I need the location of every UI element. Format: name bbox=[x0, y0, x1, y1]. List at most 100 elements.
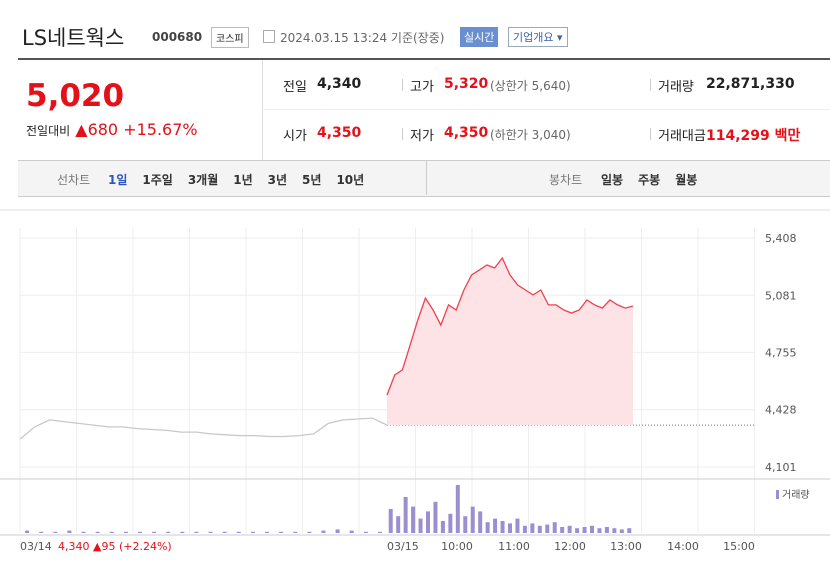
stat-value: 4,350 bbox=[444, 125, 489, 141]
y-tick-label: 5,081 bbox=[765, 289, 797, 302]
volume-bar bbox=[279, 531, 284, 533]
company-info: 기업개요 bbox=[513, 31, 554, 44]
x-tick-label: 12:00 bbox=[554, 540, 586, 553]
volume-bar bbox=[590, 525, 594, 533]
volume-bar bbox=[426, 511, 430, 533]
tab[interactable]: 주봉 bbox=[638, 173, 661, 187]
stat-note: (상한가 5,640) bbox=[490, 79, 571, 93]
stat-value: 22,871,330 bbox=[706, 76, 795, 92]
y-tick-label: 5,408 bbox=[765, 232, 797, 245]
volume-bar bbox=[222, 531, 227, 533]
datetime: 2024.03.15 13:24 기준(장중) bbox=[280, 31, 445, 45]
volume-bar bbox=[109, 531, 114, 533]
change-label: 전일대비 bbox=[26, 124, 71, 138]
volume-bar bbox=[530, 523, 535, 533]
volume-bar bbox=[180, 531, 185, 533]
volume-bar bbox=[433, 501, 438, 533]
stat-value: 114,299 백만 bbox=[706, 128, 801, 144]
volume-bar bbox=[418, 518, 423, 533]
divider bbox=[262, 60, 263, 160]
y-tick-label: 4,428 bbox=[765, 404, 797, 417]
volume-bar bbox=[293, 531, 298, 533]
market-badge: 코스피 bbox=[211, 27, 249, 48]
volume-bar bbox=[349, 530, 354, 533]
stat-label: 고가 bbox=[410, 80, 434, 95]
stat-note: (하한가 3,040) bbox=[490, 128, 571, 142]
volume-bar bbox=[25, 530, 30, 533]
tab[interactable]: 5년 bbox=[302, 173, 322, 187]
y-tick-label: 4,755 bbox=[765, 346, 797, 359]
divider bbox=[402, 128, 403, 140]
tab[interactable]: 10년 bbox=[336, 173, 365, 187]
x-tick-label: 15:00 bbox=[723, 540, 755, 553]
volume-bar bbox=[567, 525, 572, 533]
tab[interactable]: 1주일 bbox=[142, 173, 173, 187]
volume-bar bbox=[552, 522, 557, 533]
stock-code: 000680 bbox=[152, 30, 203, 44]
stat-value: 4,350 bbox=[317, 125, 362, 141]
tab-label: 선차트 bbox=[57, 173, 91, 187]
divider bbox=[426, 161, 427, 195]
x-tick-label: 14:00 bbox=[667, 540, 699, 553]
tab[interactable]: 일봉 bbox=[601, 173, 624, 187]
tab-label: 봉차트 bbox=[549, 173, 583, 187]
x-tick-label: 03/14 bbox=[20, 540, 52, 553]
stat-label: 거래량 bbox=[658, 80, 694, 95]
volume-bar bbox=[321, 530, 326, 533]
volume-bar bbox=[403, 497, 408, 533]
volume-bar bbox=[194, 531, 199, 533]
tab[interactable]: 3개월 bbox=[187, 173, 219, 187]
volume-bar bbox=[411, 506, 416, 533]
tab[interactable]: 월봉 bbox=[675, 173, 698, 187]
volume-bar bbox=[67, 530, 72, 533]
volume-bar bbox=[455, 485, 460, 533]
volume-bar bbox=[39, 531, 44, 533]
volume-bar bbox=[137, 531, 142, 533]
tab-bar bbox=[18, 160, 830, 197]
volume-bar bbox=[448, 513, 453, 533]
stat-label: 거래대금 bbox=[658, 129, 706, 144]
tab[interactable]: 1년 bbox=[233, 173, 253, 187]
area bbox=[387, 258, 633, 426]
volume-bar bbox=[335, 529, 340, 533]
volume-bar bbox=[604, 527, 609, 533]
volume-bar bbox=[440, 521, 445, 533]
volume-bar bbox=[123, 531, 128, 533]
volume-bar bbox=[522, 525, 527, 533]
prev-summary: 4,340 ▲95 (+2.24%) bbox=[58, 540, 172, 553]
volume-bar bbox=[463, 516, 468, 533]
y-tick-label: 4,101 bbox=[765, 461, 797, 474]
stat-value: 5,320 bbox=[444, 76, 489, 92]
volume-bar bbox=[388, 509, 393, 533]
change: 680 bbox=[87, 120, 119, 139]
legend-label: 거래량 bbox=[782, 489, 810, 501]
volume-bar bbox=[560, 527, 565, 533]
company-info-button[interactable]: 기업개요 ▾ bbox=[508, 27, 568, 47]
volume-bar bbox=[236, 531, 241, 533]
realtime-button[interactable]: 실시간 bbox=[460, 27, 499, 47]
tab[interactable]: 1일 bbox=[108, 173, 128, 187]
legend-swatch bbox=[776, 490, 779, 499]
tab[interactable]: 3년 bbox=[267, 173, 288, 187]
volume-bar bbox=[627, 528, 632, 533]
volume-bar bbox=[307, 531, 312, 533]
change-rate: +15.67% bbox=[123, 120, 198, 139]
volume-bar bbox=[265, 531, 270, 533]
volume-bar bbox=[478, 511, 483, 533]
volume-bar bbox=[493, 518, 498, 533]
volume-bar bbox=[396, 516, 401, 533]
stat-label: 저가 bbox=[410, 129, 434, 144]
volume-bar bbox=[612, 528, 617, 533]
x-tick-label: 11:00 bbox=[498, 540, 530, 553]
volume-bar bbox=[508, 523, 512, 533]
stat-value: 4,340 bbox=[317, 76, 362, 92]
volume-bar bbox=[545, 524, 550, 533]
divider bbox=[650, 79, 651, 91]
price-line bbox=[386, 256, 634, 396]
volume-bar bbox=[166, 531, 171, 533]
volume-bar bbox=[500, 521, 505, 533]
volume-bar bbox=[619, 529, 624, 533]
divider bbox=[262, 109, 830, 110]
